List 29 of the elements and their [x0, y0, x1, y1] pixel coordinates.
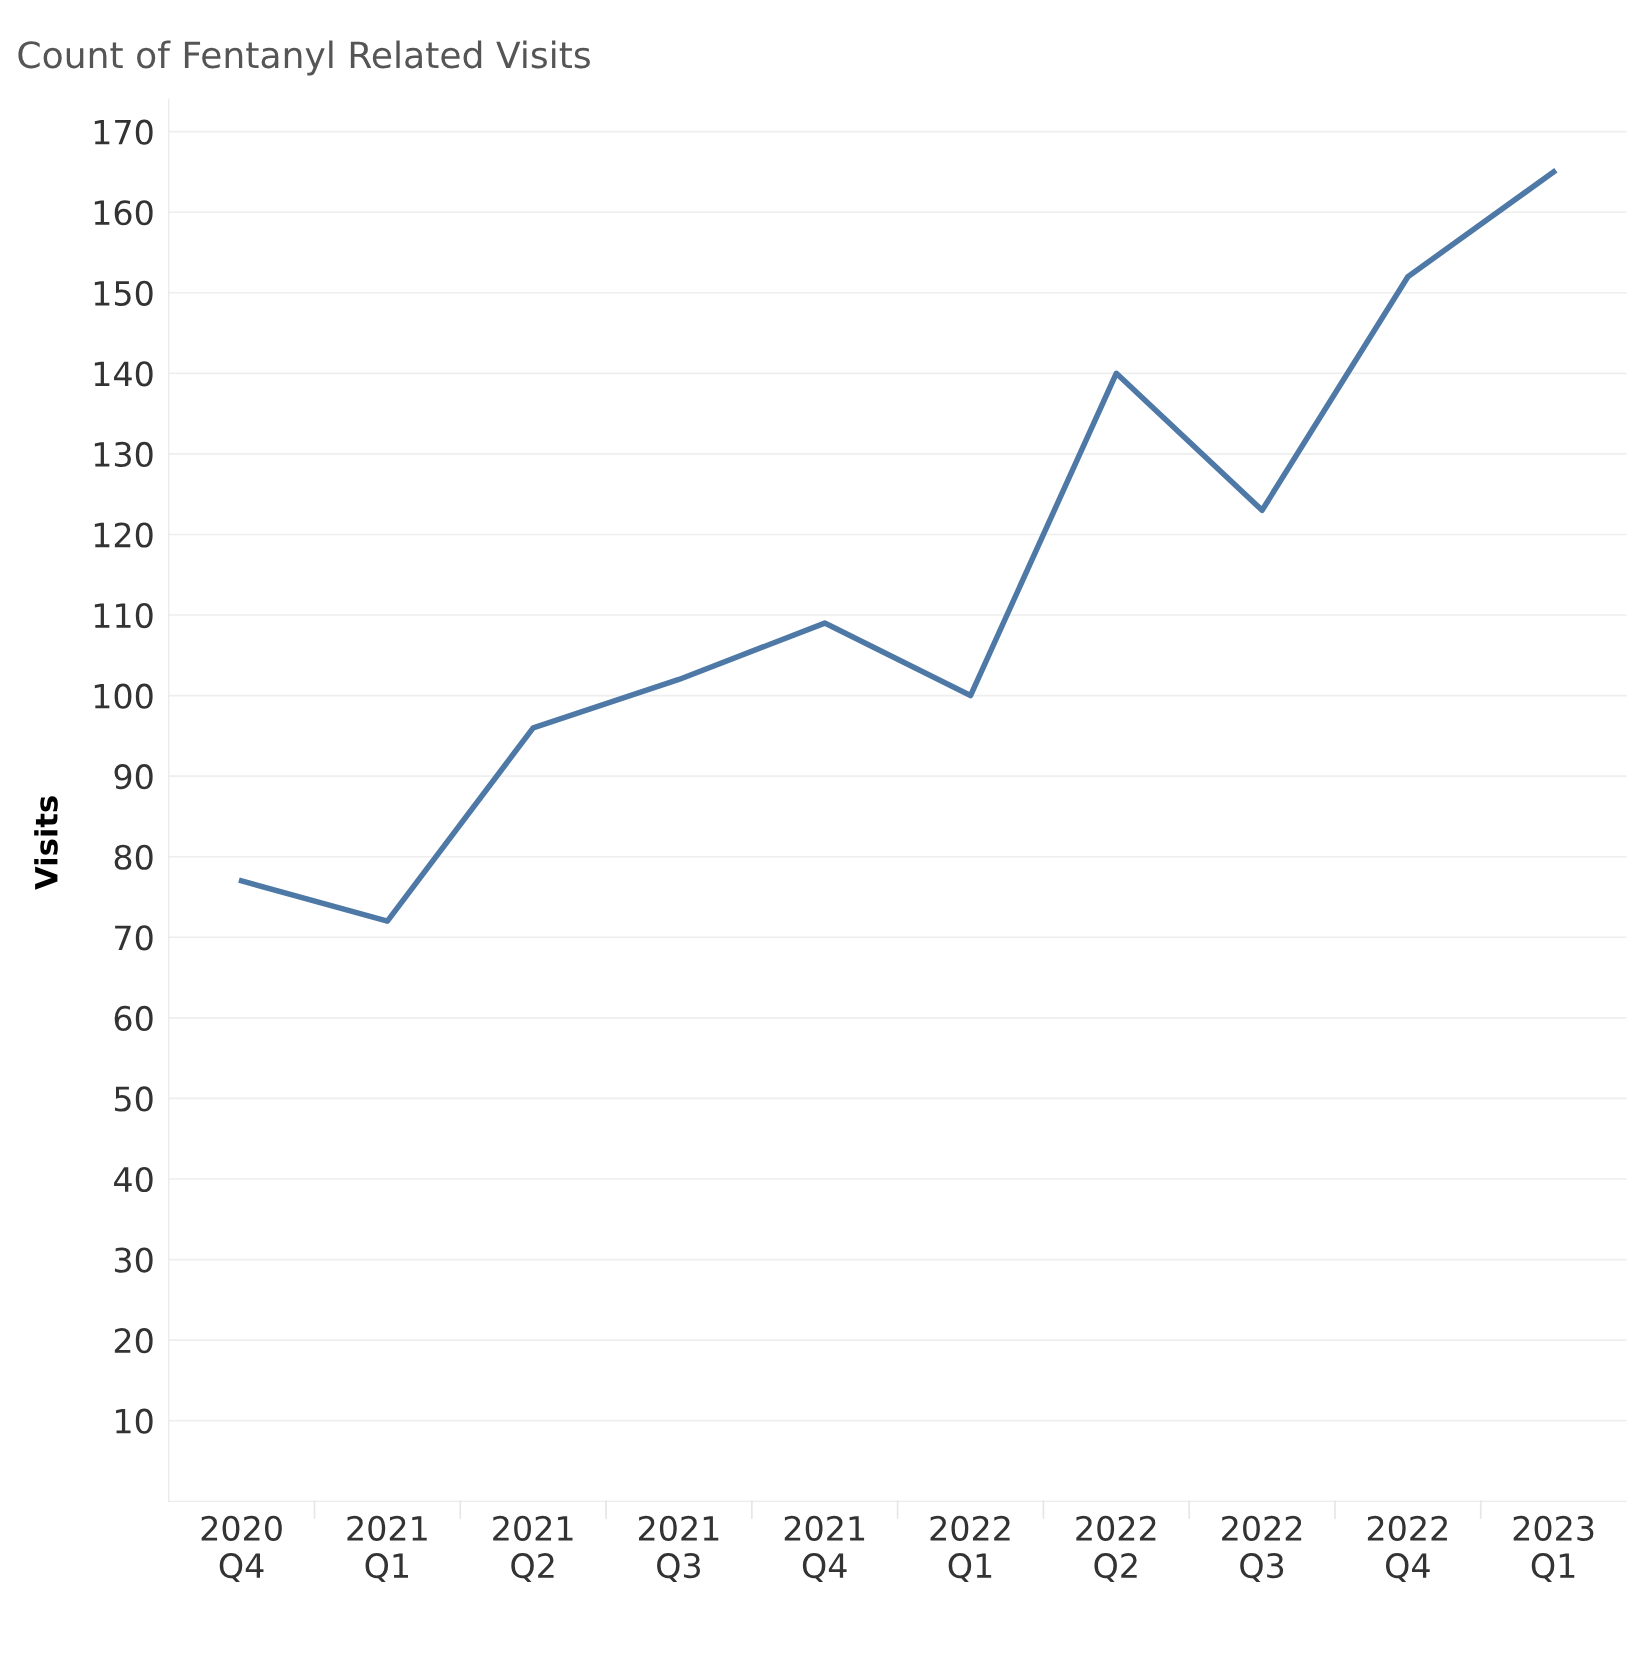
y-tick-label: 70 — [115, 925, 153, 951]
y-tick-label: 140 — [94, 361, 153, 387]
y-tick-label: 40 — [114, 1166, 153, 1193]
y-tick-label: 20 — [114, 1328, 153, 1354]
x-tick-label: 2021 Q1 — [347, 1515, 427, 1583]
y-tick-label: 60 — [114, 1005, 153, 1031]
y-tick-label: 110 — [94, 602, 153, 629]
y-tick-label: 150 — [94, 280, 153, 306]
y-tick-label: 90 — [114, 764, 153, 790]
x-tick-label: 2022 Q2 — [1076, 1515, 1156, 1583]
chart-title: Count of Fentanyl Related Visits — [18, 40, 590, 76]
y-tick-label: 50 — [114, 1086, 153, 1112]
y-tick-label: 30 — [114, 1247, 153, 1273]
y-tick-label: 10 — [116, 1408, 153, 1434]
x-tick-label: 2022 Q3 — [1222, 1515, 1302, 1583]
y-tick-label: 120 — [94, 522, 153, 548]
x-tick-label: 2021 Q4 — [784, 1515, 865, 1583]
y-tick-label: 100 — [94, 683, 153, 709]
x-tick-label: 2023 Q1 — [1513, 1515, 1594, 1583]
y-tick-label: 80 — [114, 844, 153, 870]
x-tick-label: 2022 Q4 — [1367, 1515, 1447, 1583]
x-tick-label: 2020 Q4 — [201, 1515, 282, 1583]
y-tick-label: 130 — [94, 441, 153, 468]
y-tick-label: 160 — [94, 200, 153, 226]
x-tick-label: 2021 Q3 — [638, 1515, 719, 1583]
y-axis-title: Visits — [34, 796, 58, 890]
x-tick-label: 2021 Q2 — [493, 1515, 573, 1583]
y-tick-label: 170 — [94, 119, 153, 145]
x-tick-label: 2022 Q1 — [930, 1515, 1010, 1583]
